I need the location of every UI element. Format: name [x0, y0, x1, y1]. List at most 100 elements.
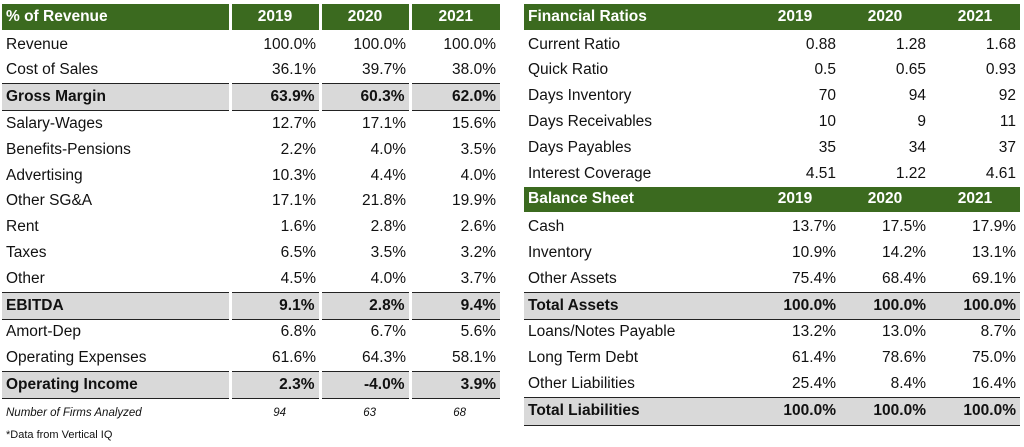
table-row-days-receivables: Days Receivables 10 9 11 [524, 109, 1020, 135]
cell-value: 2019 [750, 186, 840, 215]
header-label: Balance Sheet [524, 186, 750, 215]
cell-value: 13.7% [792, 218, 836, 236]
table-row-loans-notes-payable: Loans/Notes Payable 13.2% 13.0% 8.7% [524, 319, 1020, 345]
cell-value: 11 [999, 113, 1016, 131]
table-header-revenue: % of Revenue 2019 2020 2021 [2, 4, 500, 32]
row-label: Taxes [6, 244, 47, 262]
cell-value: 0.93 [985, 61, 1016, 79]
header-label: Financial Ratios [524, 4, 750, 32]
cell-value: 2.2% [280, 140, 316, 158]
table-row-operating-expenses: Operating Expenses 61.6% 64.3% 58.1% [2, 345, 500, 371]
cell-value: 4.61 [985, 164, 1016, 182]
cell-value: 100.0% [750, 291, 840, 320]
cell-value: 2020 [840, 4, 930, 32]
cell-value: 63.9% [230, 83, 322, 112]
cell-value: 1.28 [895, 35, 926, 53]
table-row-inventory: Inventory 10.9% 14.2% 13.1% [524, 240, 1020, 266]
cell-value: 14.2% [882, 244, 926, 262]
row-label: Days Inventory [528, 87, 632, 105]
cell-value: 4.0% [370, 140, 406, 158]
cell-value: 100.0% [840, 396, 930, 426]
header-label: % of Revenue [2, 4, 232, 32]
table-header-balance-sheet: Balance Sheet 2019 2020 2021 [524, 186, 1020, 215]
row-label: Other Assets [528, 269, 617, 287]
cell-value: 17.5% [882, 218, 926, 236]
cell-value: 6.7% [370, 323, 406, 341]
cell-value: 100.0% [840, 291, 930, 320]
cell-value: 100.0% [930, 291, 1020, 320]
table-row-revenue: Revenue 100.0% 100.0% 100.0% [2, 31, 500, 58]
cell-value: 69.1% [972, 269, 1016, 287]
row-label: Other [6, 269, 45, 287]
table-row-days-payables: Days Payables 35 34 37 [524, 135, 1020, 161]
cell-value: 9.1% [230, 291, 322, 320]
cell-value: 17.1% [272, 192, 316, 210]
cell-value: 68 [453, 406, 466, 419]
table-row-other: Other 4.5% 4.0% 3.7% [2, 266, 500, 292]
row-label: Loans/Notes Payable [528, 323, 676, 341]
cell-value: 100.0% [353, 35, 406, 53]
cell-value: 19.9% [452, 192, 496, 210]
table-row-other-assets: Other Assets 75.4% 68.4% 69.1% [524, 266, 1020, 292]
cell-value: 2020 [840, 186, 930, 215]
cell-value: 2021 [930, 4, 1020, 32]
cell-value: 36.1% [272, 61, 316, 79]
row-label: Days Receivables [528, 113, 653, 131]
table-row-taxes: Taxes 6.5% 3.5% 3.2% [2, 240, 500, 266]
cell-value: 63 [363, 406, 376, 419]
cell-value: 8.7% [980, 323, 1016, 341]
cell-value: 3.5% [370, 244, 406, 262]
cell-value: 25.4% [792, 375, 836, 393]
cell-value: 68.4% [882, 269, 926, 287]
row-label: Salary-Wages [6, 115, 103, 133]
row-label: Revenue [6, 35, 69, 53]
row-label: Inventory [528, 244, 592, 262]
table-row-gross-margin: Gross Margin 63.9% 60.3% 62.0% [2, 83, 500, 112]
cell-value: 94 [908, 87, 926, 105]
cell-value: 75.4% [792, 269, 836, 287]
row-label: Days Payables [528, 138, 632, 156]
cell-value: 17.1% [362, 115, 406, 133]
cell-value: 100.0% [930, 396, 1020, 426]
cell-value: 8.4% [890, 375, 926, 393]
cell-value: 58.1% [452, 349, 496, 367]
cell-value: 35 [818, 138, 836, 156]
row-label: Advertising [6, 166, 83, 184]
row-label: Interest Coverage [528, 164, 652, 182]
row-label: EBITDA [2, 291, 232, 320]
cell-value: 4.5% [280, 269, 316, 287]
table-row-interest-coverage: Interest Coverage 4.51 1.22 4.61 [524, 161, 1020, 187]
table-row-other-liabilities: Other Liabilities 25.4% 8.4% 16.4% [524, 371, 1020, 397]
cell-value: 2.8% [370, 218, 406, 236]
cell-value: 2020 [320, 4, 412, 32]
cell-value: 2019 [750, 4, 840, 32]
table-row-salary-wages: Salary-Wages 12.7% 17.1% 15.6% [2, 111, 500, 137]
cell-value: 3.2% [460, 244, 496, 262]
table-row-advertising: Advertising 10.3% 4.4% 4.0% [2, 163, 500, 189]
cell-value: 6.8% [280, 323, 316, 341]
cell-value: 13.2% [792, 323, 836, 341]
table-row-other-sg-a: Other SG&A 17.1% 21.8% 19.9% [2, 189, 500, 215]
cell-value: 61.6% [272, 349, 316, 367]
cell-value: 2019 [230, 4, 322, 32]
cell-value: 1.22 [895, 164, 926, 182]
cell-value: 15.6% [452, 115, 496, 133]
cell-value: 64.3% [362, 349, 406, 367]
cell-value: 16.4% [972, 375, 1016, 393]
table-row-days-inventory: Days Inventory 70 94 92 [524, 83, 1020, 109]
table-row-firms-analyzed: Number of Firms Analyzed 94 63 68 [2, 398, 500, 427]
row-label: Operating Expenses [6, 349, 147, 367]
cell-value: 78.6% [882, 349, 926, 367]
cell-value: 1.6% [280, 218, 316, 236]
row-label: Quick Ratio [528, 61, 609, 79]
cell-value: 94 [273, 406, 286, 419]
table-row-current-ratio: Current Ratio 0.88 1.28 1.68 [524, 31, 1020, 58]
cell-value: 100.0% [750, 396, 840, 426]
row-label: Other Liabilities [528, 375, 635, 393]
cell-value: 2.3% [230, 371, 322, 399]
table-row-total-assets: Total Assets 100.0% 100.0% 100.0% [524, 291, 1020, 320]
cell-value: 4.0% [460, 166, 496, 184]
table-row-total-liabilities: Total Liabilities 100.0% 100.0% 100.0% [524, 396, 1020, 426]
table-row-operating-income: Operating Income 2.3% -4.0% 3.9% [2, 371, 500, 399]
table-row-amort-dep: Amort-Dep 6.8% 6.7% 5.6% [2, 319, 500, 345]
